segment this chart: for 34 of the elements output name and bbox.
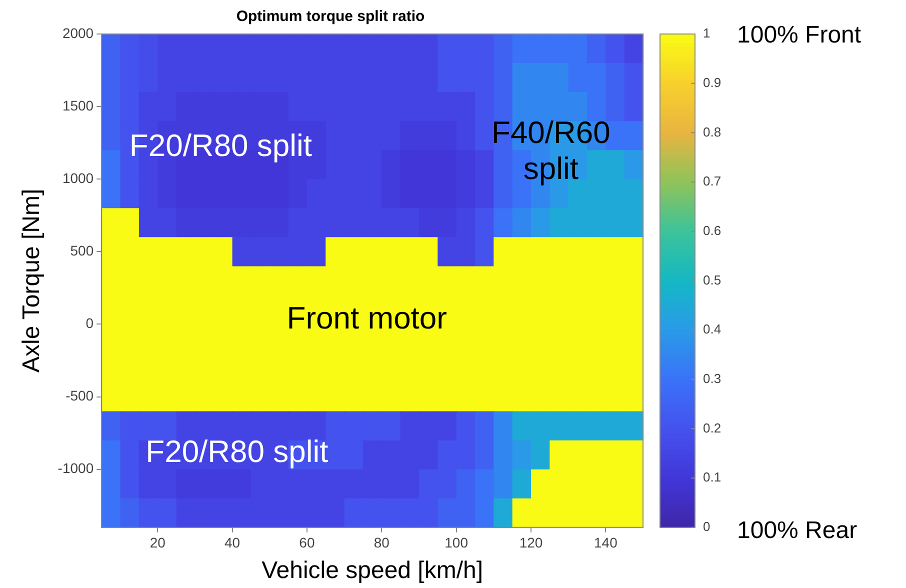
y-tick-label: 1000 (62, 170, 94, 186)
x-tick-label: 40 (224, 534, 240, 551)
color-bar-label: 1 (703, 26, 710, 41)
text: 100% Rear (737, 517, 858, 544)
annotation: Front motor (286, 300, 447, 336)
color-bar-label: 0.8 (703, 124, 722, 140)
x-axis-title: Vehicle speed [km/h] (262, 557, 484, 584)
color-bar-label: 0.9 (703, 74, 722, 90)
color-bar-label: 0.7 (703, 174, 722, 189)
chart-title: Optimum torque split ratio (236, 8, 425, 26)
x-tick-label: 140 (594, 534, 618, 551)
x-tick-label: 120 (519, 534, 543, 551)
color-bar-label: 0.3 (703, 370, 722, 386)
color-bar-label: 0.4 (703, 322, 722, 337)
x-tick-label: 20 (150, 534, 166, 551)
annotation: F20/R80 split (129, 128, 312, 164)
color-bar-label: 0.6 (703, 222, 722, 238)
y-tick-label: 500 (70, 242, 94, 259)
color-bar-label: 0.2 (703, 420, 722, 436)
y-tick-label: 1500 (62, 97, 94, 114)
y-tick-label: 0 (86, 315, 94, 332)
x-tick-label: 60 (299, 534, 315, 551)
y-axis-title: Axle Torque [Nm] (18, 188, 46, 373)
color-bar-label: 0 (703, 518, 710, 534)
y-tick-label: 2000 (62, 24, 94, 41)
annotation: F40/R60 split (492, 114, 610, 186)
annotation: F20/R80 split (146, 434, 329, 469)
y-tick-label: -1000 (58, 460, 94, 476)
color-bar-label: 0.1 (703, 470, 722, 485)
x-tick-label: 80 (374, 534, 390, 551)
color-bar-label: 0.5 (703, 272, 722, 288)
text: 100% Front (737, 22, 862, 49)
y-tick-label: -500 (66, 388, 94, 404)
x-tick-label: 100 (444, 534, 468, 551)
